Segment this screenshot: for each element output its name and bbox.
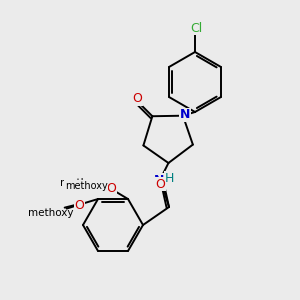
Text: methoxy: methoxy [28, 208, 74, 218]
Text: Cl: Cl [190, 22, 202, 34]
Text: N: N [180, 108, 190, 121]
Text: methoxy: methoxy [59, 178, 105, 188]
Text: N: N [154, 174, 165, 187]
Text: O: O [133, 92, 142, 105]
Text: H: H [165, 172, 174, 184]
Text: methoxy: methoxy [65, 181, 108, 191]
Text: O: O [155, 178, 165, 190]
Text: methoxy: methoxy [92, 184, 98, 186]
Text: methoxy: methoxy [94, 184, 101, 186]
Text: O: O [106, 182, 116, 195]
Text: O: O [75, 199, 85, 212]
